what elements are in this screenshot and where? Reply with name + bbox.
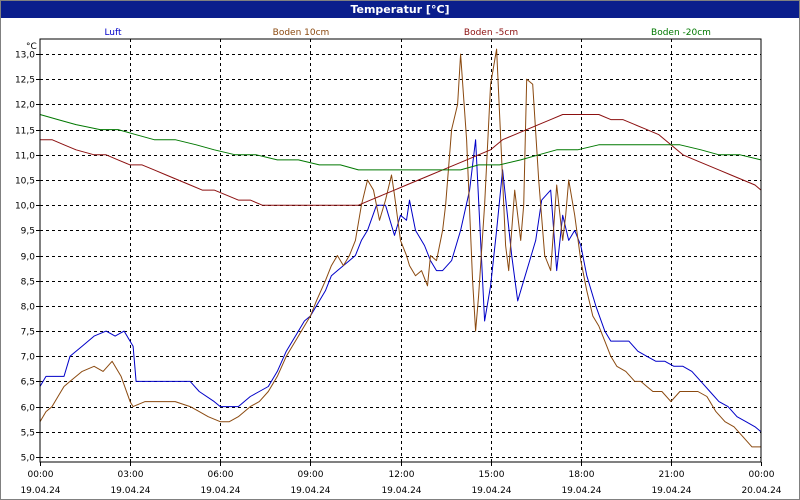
x-tick-date: 19.04.24 bbox=[471, 486, 511, 496]
y-tick-label: 9,5 bbox=[21, 227, 35, 237]
x-tick-date: 19.04.24 bbox=[110, 486, 150, 496]
x-tick-time: 03:00 bbox=[118, 470, 144, 480]
y-tick-label: 12,5 bbox=[15, 76, 35, 86]
legend: Luft Boden 10cm Boden -5cm Boden -20cm bbox=[104, 28, 711, 38]
x-axis-ticks: 00:00 19.04.24 03:00 19.04.24 06:00 19.04.24 0… bbox=[20, 462, 782, 496]
x-tick-date: 19.04.24 bbox=[381, 486, 421, 496]
y-tick-label: 11,5 bbox=[15, 127, 35, 137]
plot-frame bbox=[39, 38, 762, 463]
y-tick-label: 6,5 bbox=[21, 378, 35, 388]
y-tick-label: 6,0 bbox=[21, 404, 36, 414]
x-tick-date: 19.04.24 bbox=[200, 486, 240, 496]
legend-item: Luft bbox=[104, 28, 122, 38]
window-title: Temperatur [°C] bbox=[1, 1, 799, 18]
x-tick-time: 15:00 bbox=[479, 470, 505, 480]
y-tick-label: 5,0 bbox=[21, 454, 36, 464]
y-tick-label: 13,0 bbox=[15, 51, 35, 61]
x-tick-time: 06:00 bbox=[208, 470, 234, 480]
x-tick-date: 19.04.24 bbox=[561, 486, 601, 496]
x-tick-time: 00:00 bbox=[28, 470, 54, 480]
x-tick-date: 19.04.24 bbox=[20, 486, 60, 496]
legend-item: Boden 10cm bbox=[273, 28, 330, 38]
x-tick-time: 21:00 bbox=[659, 470, 685, 480]
y-tick-label: 8,0 bbox=[21, 303, 36, 313]
x-tick-date: 20.04.24 bbox=[741, 486, 781, 496]
y-tick-label: 7,5 bbox=[21, 328, 35, 338]
series-line-boden-20cm bbox=[39, 114, 762, 171]
x-tick-date: 19.04.24 bbox=[651, 486, 691, 496]
x-tick-time: 18:00 bbox=[569, 470, 595, 480]
y-tick-label: 10,5 bbox=[15, 177, 35, 187]
y-tick-label: 9,0 bbox=[21, 253, 36, 263]
y-tick-label: 5,5 bbox=[21, 429, 35, 439]
series-lines bbox=[39, 48, 762, 448]
legend-item: Boden -5cm bbox=[464, 28, 518, 38]
y-axis-ticks: 5,0 5,5 6,0 6,5 7,0 7,5 8,0 8,5 9,0 9,5 10,0 10,5 11… bbox=[15, 51, 40, 464]
y-tick-label: 8,5 bbox=[21, 278, 35, 288]
y-tick-label: 10,0 bbox=[15, 202, 35, 212]
x-tick-time: 00:00 bbox=[749, 470, 775, 480]
y-tick-label: 7,0 bbox=[21, 353, 36, 363]
x-tick-time: 12:00 bbox=[389, 470, 415, 480]
grid bbox=[40, 39, 761, 462]
x-tick-time: 09:00 bbox=[298, 470, 324, 480]
series-line-boden-10cm bbox=[39, 48, 761, 448]
y-tick-label: 11,0 bbox=[15, 152, 35, 162]
x-tick-date: 19.04.24 bbox=[290, 486, 330, 496]
series-line-boden-5cm bbox=[40, 114, 762, 206]
series-line-luft bbox=[39, 139, 762, 433]
legend-item: Boden -20cm bbox=[651, 28, 711, 38]
y-axis-unit: °C bbox=[26, 42, 37, 52]
y-tick-label: 12,0 bbox=[15, 101, 35, 111]
